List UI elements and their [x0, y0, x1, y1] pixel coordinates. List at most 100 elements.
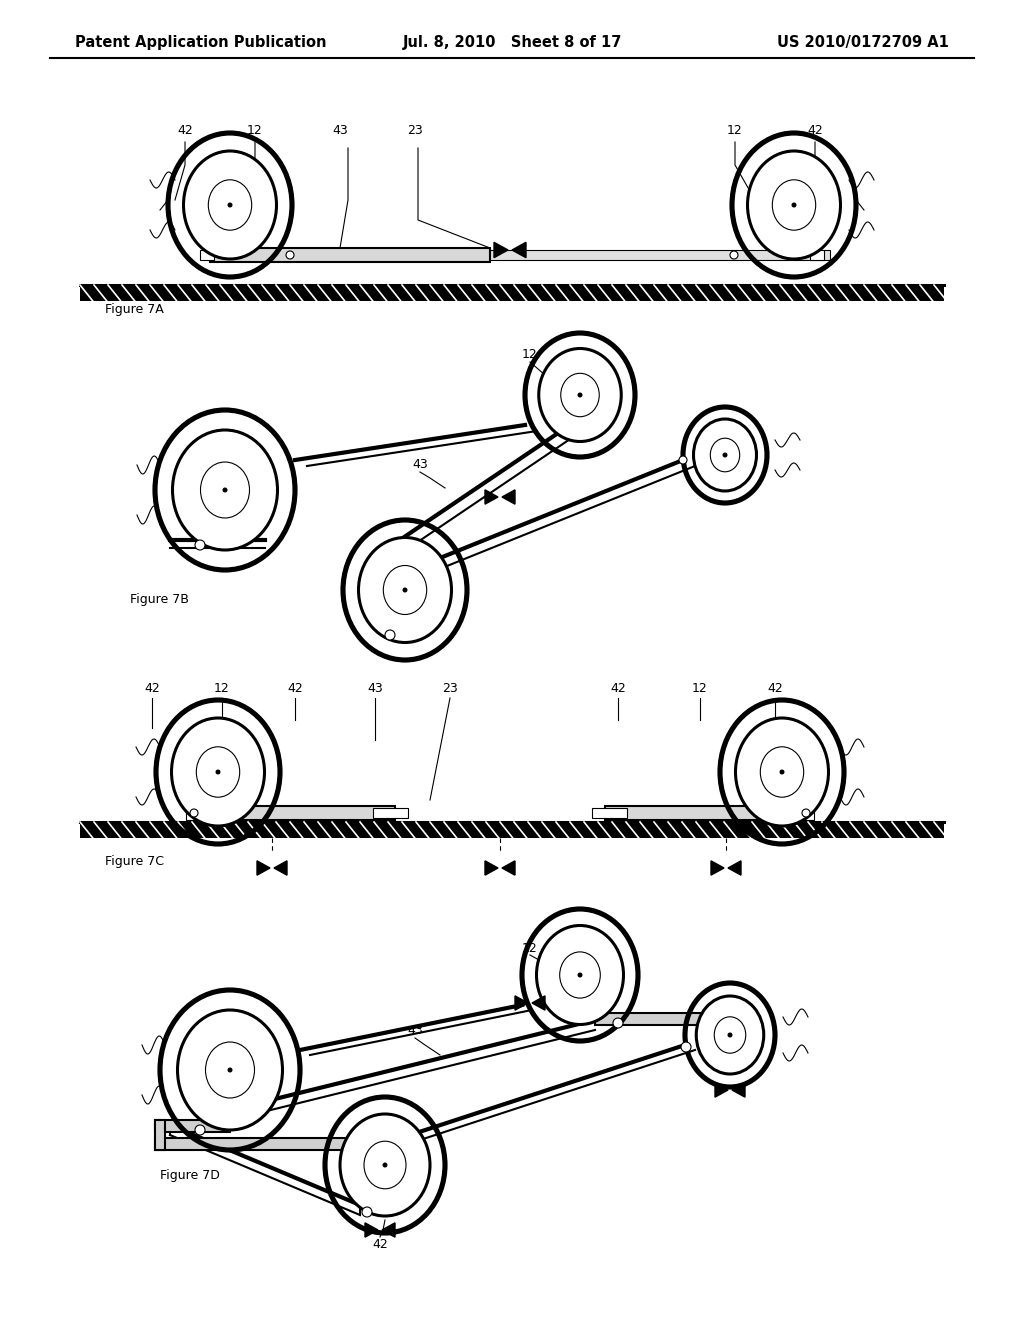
Text: 12: 12 — [522, 941, 538, 954]
Polygon shape — [257, 861, 270, 875]
Bar — [210, 248, 490, 261]
Polygon shape — [502, 490, 515, 504]
Ellipse shape — [748, 150, 841, 259]
Text: 42: 42 — [287, 681, 303, 694]
Ellipse shape — [772, 180, 816, 230]
Circle shape — [286, 251, 294, 259]
Circle shape — [679, 455, 687, 465]
Ellipse shape — [539, 348, 622, 441]
Ellipse shape — [364, 1142, 406, 1189]
Text: Patent Application Publication: Patent Application Publication — [75, 34, 327, 49]
Text: Figure 7C: Figure 7C — [105, 855, 164, 869]
Text: 12: 12 — [727, 124, 742, 136]
Circle shape — [227, 1068, 232, 1072]
Circle shape — [215, 770, 220, 775]
Polygon shape — [274, 861, 287, 875]
Polygon shape — [485, 490, 498, 504]
Ellipse shape — [693, 418, 757, 491]
Text: 42: 42 — [610, 681, 626, 694]
Circle shape — [195, 540, 205, 550]
Circle shape — [730, 251, 738, 259]
Text: Jul. 8, 2010   Sheet 8 of 17: Jul. 8, 2010 Sheet 8 of 17 — [402, 34, 622, 49]
Bar — [186, 807, 202, 820]
Polygon shape — [502, 861, 515, 875]
Bar — [373, 808, 408, 818]
Bar — [200, 249, 214, 260]
Text: 12: 12 — [247, 124, 263, 136]
Ellipse shape — [358, 537, 452, 643]
Polygon shape — [715, 1082, 728, 1097]
Circle shape — [681, 1041, 691, 1052]
Text: 42: 42 — [807, 124, 823, 136]
Ellipse shape — [561, 374, 599, 417]
Ellipse shape — [537, 925, 624, 1024]
Text: 12: 12 — [214, 681, 229, 694]
Circle shape — [362, 1206, 372, 1217]
Circle shape — [727, 1032, 732, 1038]
Circle shape — [779, 770, 784, 775]
Bar — [595, 1012, 705, 1026]
Ellipse shape — [383, 565, 427, 615]
Polygon shape — [494, 243, 508, 257]
Text: Figure 7D: Figure 7D — [160, 1168, 220, 1181]
Ellipse shape — [208, 180, 252, 230]
Ellipse shape — [735, 718, 828, 826]
Bar — [605, 807, 800, 820]
Bar — [810, 249, 824, 260]
Bar — [200, 807, 395, 820]
Text: 43: 43 — [368, 681, 383, 694]
Bar — [155, 1119, 230, 1133]
Circle shape — [578, 973, 583, 978]
Circle shape — [385, 630, 395, 640]
Bar — [80, 285, 944, 301]
Circle shape — [190, 809, 198, 817]
Circle shape — [222, 487, 227, 492]
Circle shape — [613, 1018, 623, 1028]
Text: 42: 42 — [387, 622, 402, 635]
Text: 43: 43 — [332, 124, 348, 136]
Ellipse shape — [715, 1016, 745, 1053]
Polygon shape — [365, 1222, 378, 1237]
Ellipse shape — [711, 438, 739, 471]
Circle shape — [792, 202, 797, 207]
Text: 43: 43 — [408, 1023, 423, 1036]
Polygon shape — [382, 1222, 395, 1237]
Ellipse shape — [206, 1041, 255, 1098]
Polygon shape — [732, 1082, 745, 1097]
Text: Figure 7B: Figure 7B — [130, 594, 188, 606]
Text: Figure 7A: Figure 7A — [105, 304, 164, 317]
Text: 42: 42 — [177, 124, 193, 136]
Ellipse shape — [172, 430, 278, 550]
Polygon shape — [485, 861, 498, 875]
Bar — [592, 808, 627, 818]
Ellipse shape — [696, 997, 764, 1074]
Circle shape — [227, 202, 232, 207]
Circle shape — [383, 1163, 387, 1167]
Polygon shape — [728, 861, 741, 875]
Bar — [80, 822, 944, 838]
Polygon shape — [515, 995, 528, 1010]
Text: 23: 23 — [408, 124, 423, 136]
Text: 42: 42 — [372, 1238, 388, 1251]
Polygon shape — [532, 995, 545, 1010]
Text: 12: 12 — [522, 348, 538, 362]
Ellipse shape — [197, 747, 240, 797]
Text: 42: 42 — [144, 681, 160, 694]
Bar — [155, 1138, 415, 1150]
Text: 12: 12 — [692, 681, 708, 694]
Bar — [490, 249, 830, 260]
Ellipse shape — [171, 718, 264, 826]
Circle shape — [802, 809, 810, 817]
Polygon shape — [512, 243, 526, 257]
Text: US 2010/0172709 A1: US 2010/0172709 A1 — [777, 34, 949, 49]
Circle shape — [723, 453, 727, 458]
Text: 42: 42 — [767, 681, 783, 694]
Bar — [155, 1119, 165, 1150]
Circle shape — [578, 392, 583, 397]
Bar — [798, 807, 814, 820]
Ellipse shape — [340, 1114, 430, 1216]
Ellipse shape — [760, 747, 804, 797]
Ellipse shape — [177, 1010, 283, 1130]
Ellipse shape — [183, 150, 276, 259]
Circle shape — [402, 587, 408, 593]
